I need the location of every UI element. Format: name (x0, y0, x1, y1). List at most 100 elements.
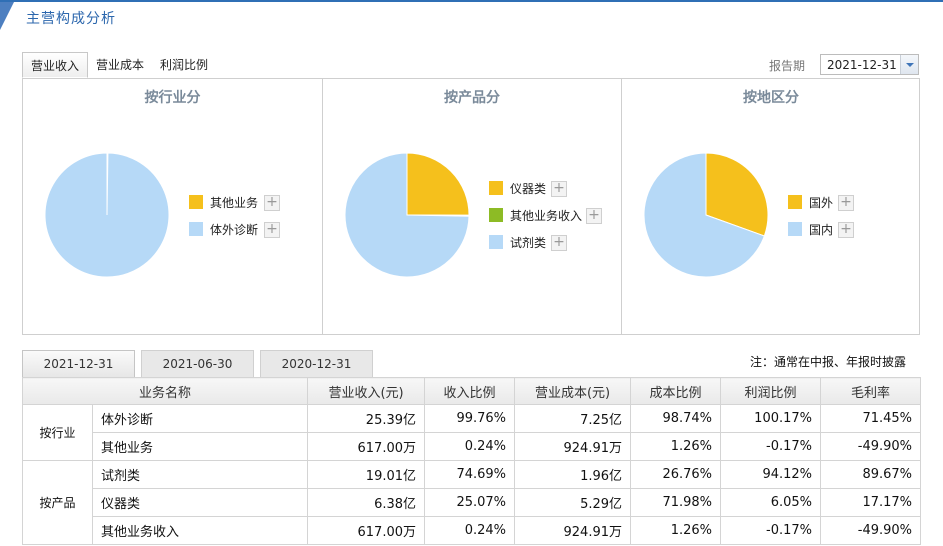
revenue-ratio-cell: 0.24% (424, 432, 516, 461)
category-cell: 按行业 (22, 404, 93, 461)
gross-margin-cell: -49.90% (820, 432, 922, 461)
pie-chart-region (643, 152, 769, 278)
revenue-ratio-cell: 99.76% (424, 404, 516, 433)
revenue-cell: 25.39亿 (307, 404, 426, 433)
expand-plus-icon[interactable]: + (586, 208, 602, 224)
dropdown-arrow-icon[interactable] (900, 55, 918, 74)
profit-ratio-cell: 100.17% (720, 404, 822, 433)
column-header: 成本比例 (630, 377, 722, 405)
cost-cell: 5.29亿 (514, 488, 632, 517)
expand-plus-icon[interactable]: + (838, 195, 854, 211)
cost-ratio-cell: 71.98% (630, 488, 722, 517)
cost-ratio-cell: 98.74% (630, 404, 722, 433)
disclosure-note: 注：通常在中报、年报时披露 (750, 355, 907, 369)
date-tab-2021-06-30[interactable]: 2021-06-30 (141, 350, 254, 378)
category-cell: 按产品 (22, 460, 93, 545)
pie-chart-industry (44, 152, 170, 278)
pie-slice-试剂类[interactable] (344, 152, 470, 278)
business-name-cell: 仪器类 (91, 488, 309, 517)
header-corner-decoration (0, 2, 14, 30)
legend-label: 仪器类 (510, 182, 547, 196)
pie-slice-国内[interactable] (643, 152, 765, 278)
business-name-cell: 其他业务 (91, 432, 309, 461)
legend-swatch (489, 181, 503, 195)
report-period-label: 报告期 (769, 59, 806, 73)
revenue-cell: 617.00万 (307, 432, 426, 461)
legend-label: 试剂类 (510, 236, 547, 250)
panel-by-industry: 按行业分 其他业务 + 体外诊断 + (23, 79, 322, 334)
revenue-ratio-cell: 25.07% (424, 488, 516, 517)
header-tab: 主营构成分析 (0, 2, 240, 30)
report-period-select[interactable]: 2021-12-31 (820, 54, 919, 75)
column-header: 收入比例 (424, 377, 516, 405)
revenue-cell: 6.38亿 (307, 488, 426, 517)
table-row: 其他业务收入 617.00万 0.24% 924.91万 1.26% -0.17… (23, 516, 922, 545)
column-header: 营业成本(元) (514, 377, 632, 405)
legend-label: 国外 (809, 196, 834, 210)
panel-by-region: 按地区分 国外 + 国内 + (621, 79, 920, 334)
legend-label: 其他业务收入 (510, 209, 583, 223)
gross-margin-cell: 71.45% (820, 404, 922, 433)
chart-panels: 按行业分 其他业务 + 体外诊断 + 按产品分 仪器类 + (22, 78, 920, 335)
cost-cell: 924.91万 (514, 432, 632, 461)
gross-margin-cell: 17.17% (820, 488, 922, 517)
column-header: 业务名称 (21, 377, 309, 405)
profit-ratio-cell: 94.12% (720, 460, 822, 489)
revenue-ratio-cell: 74.69% (424, 460, 516, 489)
cost-ratio-cell: 1.26% (630, 432, 722, 461)
metric-tabs: 营业收入 营业成本 利润比例 (22, 52, 216, 78)
cost-cell: 7.25亿 (514, 404, 632, 433)
report-period-value: 2021-12-31 (827, 58, 897, 72)
revenue-cell: 617.00万 (307, 516, 426, 545)
legend-swatch (788, 195, 802, 209)
date-tab-2021-12-31[interactable]: 2021-12-31 (22, 350, 135, 378)
expand-plus-icon[interactable]: + (264, 222, 280, 238)
expand-plus-icon[interactable]: + (264, 195, 280, 211)
panel-by-product: 按产品分 仪器类 + 其他业务收入 + 试剂类 + (322, 79, 621, 334)
legend-swatch (788, 222, 802, 236)
legend-label: 其他业务 (210, 196, 259, 210)
legend-swatch (189, 195, 203, 209)
business-composition-table: 业务名称 营业收入(元) 收入比例 营业成本(元) 成本比例 利润比例 毛利率 … (21, 377, 922, 545)
business-name-cell: 其他业务收入 (91, 516, 309, 545)
expand-plus-icon[interactable]: + (551, 235, 567, 251)
pie-slice-体外诊断[interactable] (44, 152, 170, 278)
cost-cell: 924.91万 (514, 516, 632, 545)
gross-margin-cell: 89.67% (820, 460, 922, 489)
column-header: 毛利率 (820, 377, 922, 405)
table-row: 仪器类 6.38亿 25.07% 5.29亿 71.98% 6.05% 17.1… (23, 488, 922, 517)
cost-ratio-cell: 26.76% (630, 460, 722, 489)
table-row: 按行业 体外诊断 25.39亿 99.76% 7.25亿 98.74% 100.… (22, 404, 922, 461)
table-row: 按产品 试剂类 19.01亿 74.69% 1.96亿 26.76% 94.12… (22, 460, 922, 545)
revenue-cell: 19.01亿 (307, 460, 426, 489)
expand-plus-icon[interactable]: + (838, 222, 854, 238)
chart-title: 按行业分 (144, 90, 201, 106)
tab-cost[interactable]: 营业成本 (96, 58, 145, 72)
tab-profit-ratio[interactable]: 利润比例 (160, 58, 209, 72)
legend-label: 体外诊断 (210, 223, 259, 237)
table-row: 其他业务 617.00万 0.24% 924.91万 1.26% -0.17% … (23, 432, 922, 461)
legend-swatch (489, 208, 503, 222)
column-header: 利润比例 (720, 377, 822, 405)
profit-ratio-cell: -0.17% (720, 432, 822, 461)
expand-plus-icon[interactable]: + (551, 181, 567, 197)
section-header: 主营构成分析 (0, 0, 943, 30)
chart-title: 按产品分 (444, 90, 500, 106)
column-header: 营业收入(元) (307, 377, 426, 405)
pie-slice-仪器类[interactable] (406, 152, 470, 216)
page-title: 主营构成分析 (26, 11, 116, 27)
revenue-ratio-cell: 0.24% (424, 516, 516, 545)
date-tab-2020-12-31[interactable]: 2020-12-31 (260, 350, 373, 378)
profit-ratio-cell: -0.17% (720, 516, 822, 545)
pie-slice-国外[interactable] (705, 152, 769, 237)
tab-revenue[interactable]: 营业收入 (22, 52, 89, 78)
legend-swatch (489, 235, 503, 249)
business-name-cell: 试剂类 (91, 460, 309, 489)
table-header-row: 业务名称 营业收入(元) 收入比例 营业成本(元) 成本比例 利润比例 毛利率 (21, 377, 922, 405)
profit-ratio-cell: 6.05% (720, 488, 822, 517)
legend-swatch (189, 222, 203, 236)
chart-title: 按地区分 (743, 90, 799, 106)
cost-cell: 1.96亿 (514, 460, 632, 489)
legend-label: 国内 (809, 223, 834, 237)
business-name-cell: 体外诊断 (91, 404, 309, 433)
